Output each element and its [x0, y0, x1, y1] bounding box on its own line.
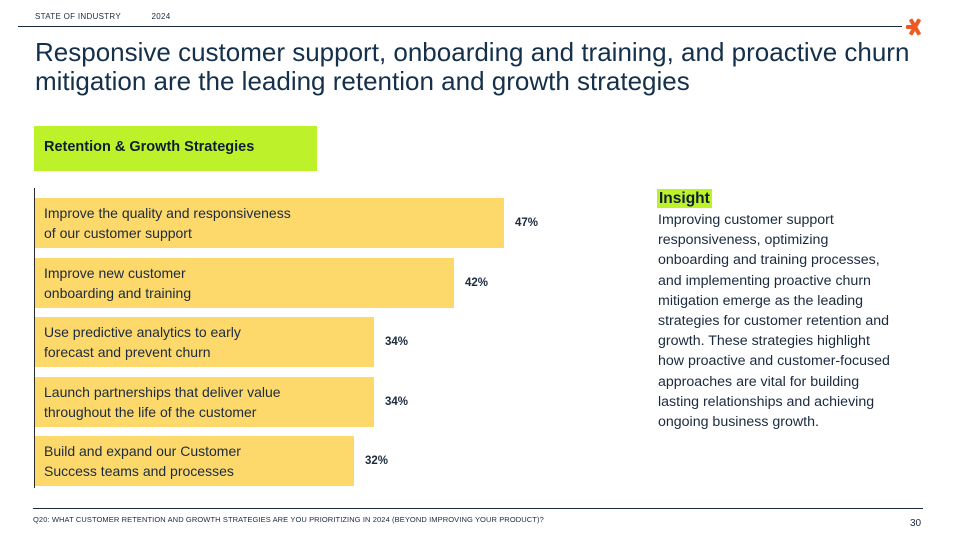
- bar-category-label: Use predictive analytics to early foreca…: [44, 324, 241, 360]
- header-divider: [18, 26, 902, 27]
- bar: Improve the quality and responsiveness o…: [35, 198, 504, 248]
- header-bar: STATE OF INDUSTRY 2024: [35, 12, 199, 21]
- bar-value-label: 47%: [515, 217, 539, 229]
- page-number: 30: [910, 518, 922, 529]
- insight-body: Improving customer support responsivenes…: [658, 212, 890, 431]
- survey-question-footnote: Q20: WHAT CUSTOMER RETENTION AND GROWTH …: [33, 515, 544, 524]
- asterisk-logo-icon: [906, 18, 921, 36]
- footer-divider: [33, 508, 923, 509]
- bar: Build and expand our Customer Success te…: [35, 436, 354, 486]
- header-section: STATE OF INDUSTRY: [35, 12, 121, 21]
- header-year: 2024: [151, 12, 171, 21]
- bar-category-label: Launch partnerships that deliver value t…: [44, 384, 281, 420]
- chart-title-box: Retention & Growth Strategies: [34, 126, 317, 171]
- bar-category-label: Improve the quality and responsiveness o…: [44, 205, 291, 241]
- bar-value-label: 32%: [365, 455, 389, 467]
- bar-category-label: Build and expand our Customer Success te…: [44, 443, 241, 479]
- bar: Improve new customer onboarding and trai…: [35, 258, 454, 308]
- bar-value-label: 42%: [465, 277, 489, 289]
- bar-value-label: 34%: [385, 336, 409, 348]
- chart-axis-line: [34, 188, 35, 488]
- page-title: Responsive customer support, onboarding …: [35, 37, 910, 96]
- bar-value-label: 34%: [385, 396, 409, 408]
- bar: Use predictive analytics to early foreca…: [35, 317, 374, 367]
- chart-title: Retention & Growth Strategies: [44, 139, 255, 155]
- bar-category-label: Improve new customer onboarding and trai…: [44, 265, 192, 301]
- insight-heading: Insight: [657, 189, 712, 208]
- bar: Launch partnerships that deliver value t…: [35, 377, 374, 427]
